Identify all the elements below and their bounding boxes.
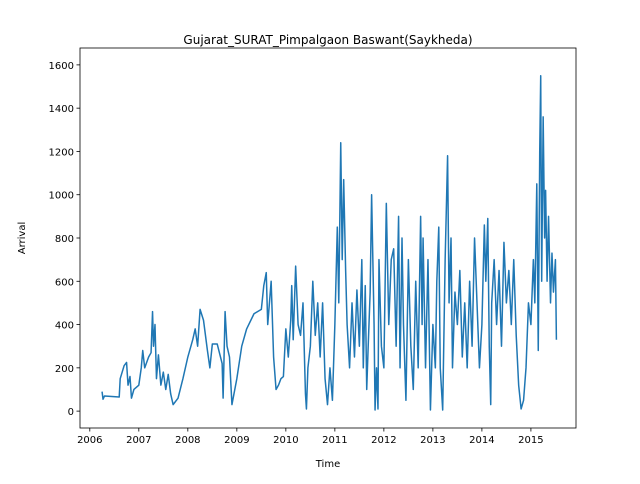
x-tick-label: 2006 [77, 435, 102, 446]
y-tick-label: 800 [55, 234, 74, 245]
y-tick-label: 200 [55, 364, 74, 375]
y-tick-label: 1600 [49, 61, 74, 72]
x-tick-label: 2011 [322, 435, 347, 446]
y-tick-label: 0 [68, 407, 74, 418]
plot-frame [79, 47, 577, 429]
y-tick-label: 1000 [49, 191, 74, 202]
x-axis-label: Time [315, 459, 340, 470]
x-tick-label: 2015 [518, 435, 543, 446]
x-tick-label: 2010 [273, 435, 298, 446]
x-tick-label: 2007 [126, 435, 151, 446]
y-tick-label: 1200 [49, 147, 74, 158]
x-tick-label: 2009 [224, 435, 249, 446]
x-tick-label: 2012 [371, 435, 396, 446]
y-tick-label: 400 [55, 321, 74, 332]
chart-title: Gujarat_SURAT_Pimpalgaon Baswant(Saykhed… [183, 33, 472, 47]
x-tick-label: 2013 [420, 435, 445, 446]
x-tick-label: 2008 [175, 435, 200, 446]
x-tick-label: 2014 [469, 435, 494, 446]
y-tick-label: 1400 [49, 104, 74, 115]
data-line [101, 74, 558, 411]
y-axis-label: Arrival [17, 222, 28, 255]
y-tick-label: 600 [55, 277, 74, 288]
